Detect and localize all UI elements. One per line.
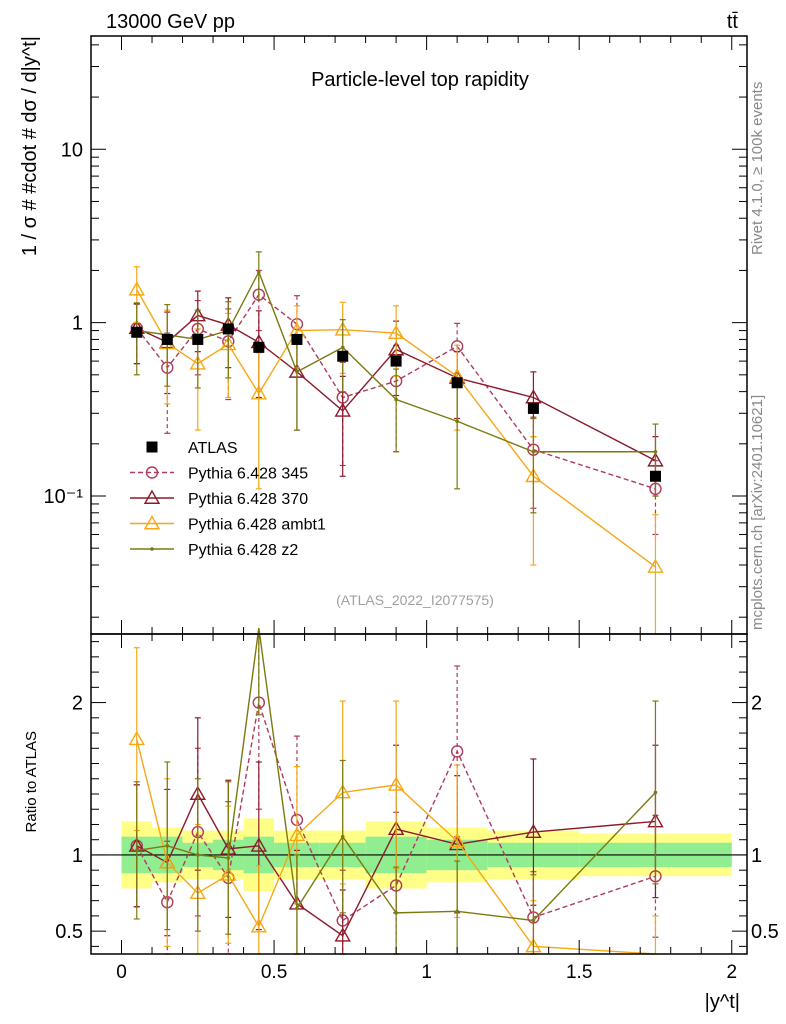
legend: ATLAS Pythia 6.428 345 Pythia 6.428 370 Pyt… [130,440,326,559]
analysis-label: (ATLAS_2022_I2077575) [336,592,494,608]
x-axis-title: |y^t| [705,991,740,1013]
legend-label: Pythia 6.428 370 [188,491,308,508]
y-tick-label: 10 [61,139,83,161]
atlas-point [451,377,463,389]
data-point [295,906,299,911]
atlas-point [222,323,234,335]
legend-marker [143,515,161,530]
data-point [250,918,268,933]
main-panel-axes: 10⁻¹ 1 10 [44,35,748,635]
process-label: tt̄ [727,11,739,33]
side-label-top: Rivet 4.1.0, ≥ 100k events [749,82,766,255]
data-point [531,449,536,454]
atlas-point [192,333,204,345]
legend-marker [143,489,161,504]
legend-label: ATLAS [188,440,238,457]
data-point [334,927,351,942]
side-label-bottom: mcplots.cern.ch [arXiv:2401.10621] [749,395,766,630]
atlas-point [527,402,539,414]
data-point [387,776,405,791]
x-tick-label: 0 [116,962,127,983]
energy-label: 13000 GeV pp [106,11,235,33]
data-point [448,832,466,848]
legend-entry-2: Pythia 6.428 370 [130,489,308,508]
y-tick-label: 10⁻¹ [44,486,84,508]
legend-marker [150,547,154,551]
x-tick-label: 2 [726,962,737,983]
series-2 [128,647,659,955]
atlas-point [337,350,349,362]
y-tick-label: 1 [72,313,83,335]
legend-label: Pythia 6.428 345 [188,466,308,483]
data-point [128,730,145,746]
data-point [653,790,658,795]
data-point [128,281,145,296]
data-point [653,449,658,454]
legend-entry-4: Pythia 6.428 z2 [130,542,298,559]
data-point [394,397,398,402]
ratio-y-tick-label: 0.5 [55,921,83,943]
chart-title: Particle-level top rapidity [311,69,529,91]
atlas-point [131,326,143,338]
data-point [394,911,398,915]
data-point [250,385,268,400]
atlas-point [161,333,173,345]
series-3 [133,627,659,955]
x-tick-label: 1 [421,962,432,983]
data-point [226,856,231,860]
ratio-y-tick-label-right: 0.5 [751,921,779,943]
data-point [134,848,139,853]
data-point [195,853,200,857]
data-point [450,745,464,758]
ratio-y-axis-title: Ratio to ATLAS [23,731,40,832]
data-point [647,558,664,573]
ratio-y-tick-label-right: 1 [751,845,762,867]
data-point [387,324,405,340]
atlas-point [291,333,303,345]
legend-marker [146,441,158,453]
data-point [525,823,542,839]
data-point [525,389,542,404]
ratio-panel-series [128,627,664,955]
data-point [165,844,170,848]
data-point [295,370,299,374]
panel-frame [90,633,748,955]
ratio-y-tick-label-right: 2 [751,693,762,715]
ratio-y-tick-label: 2 [72,693,83,715]
data-point [531,918,536,923]
legend-entry-0: ATLAS [146,440,238,457]
atlas-point [253,341,265,353]
data-point [334,402,351,417]
legend-label: Pythia 6.428 z2 [188,542,298,559]
data-point [455,419,459,424]
legend-entry-3: Pythia 6.428 ambt1 [130,515,326,534]
data-point [455,909,459,914]
ratio-panel-axes: 0 0.5 1 1.5 2 0.5 0.5 1 1 2 2 [55,633,779,983]
data-point [250,837,268,852]
main-panel-series [128,251,664,635]
x-tick-label: 0.5 [261,962,287,983]
legend-entry-1: Pythia 6.428 345 [130,466,308,483]
x-tick-label: 1.5 [566,962,592,983]
ratio-panel-bands [91,818,747,892]
data-point [257,270,261,274]
data-point [340,834,345,839]
atlas-point [390,355,402,367]
atlas-data [131,323,661,482]
data-point [340,345,345,350]
ratio-y-tick-label: 1 [72,845,83,867]
legend-marker [145,466,159,479]
legend-label: Pythia 6.428 ambt1 [188,517,326,534]
atlas-point [649,470,661,482]
data-point [288,826,306,842]
y-axis-title: 1 / σ # #cdot # dσ / d|y^t| [19,36,41,256]
